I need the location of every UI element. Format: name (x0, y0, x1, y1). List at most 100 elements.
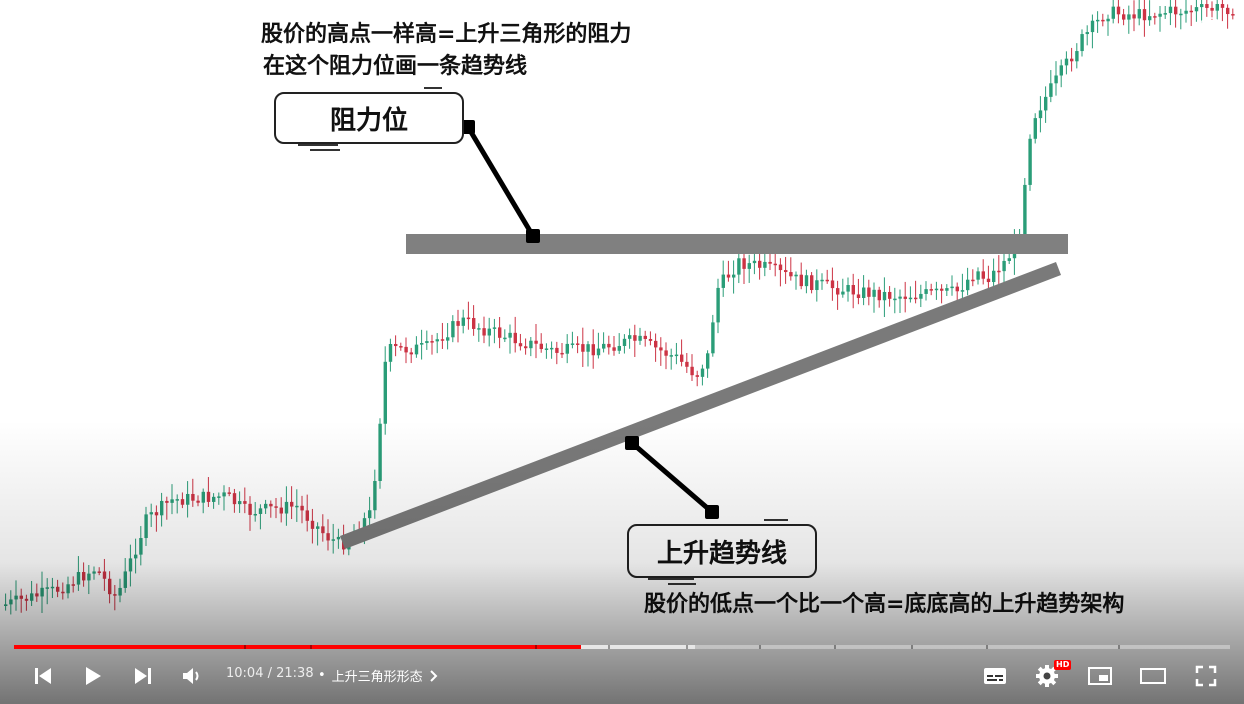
candle-body (175, 499, 179, 501)
candle-body (908, 297, 913, 300)
candle-body (284, 501, 289, 514)
candle-body (674, 354, 679, 357)
trendline-label-deco-top (764, 519, 788, 521)
candle-body (9, 599, 13, 605)
skip-next-button[interactable] (126, 660, 160, 692)
theater-mode-button[interactable] (1136, 660, 1170, 692)
candle-body (487, 328, 491, 336)
candle-body (1158, 13, 1162, 17)
candle-body (154, 512, 159, 516)
time-separator: / (263, 666, 277, 681)
candle-body (940, 288, 944, 291)
candle-body (737, 258, 741, 275)
candle-body (1007, 258, 1011, 261)
candle-body (451, 321, 455, 338)
settings-button[interactable] (1030, 660, 1064, 692)
chapter-title: 上升三角形形态 (331, 670, 423, 685)
candle-body (232, 493, 237, 505)
candle-body (45, 587, 49, 589)
candle-body (134, 554, 138, 559)
candle-body (539, 343, 543, 350)
candle-body (108, 578, 112, 595)
duration: 21:38 (276, 666, 314, 681)
candle-body (50, 586, 55, 589)
chapter-title-button[interactable]: • 上升三角形形态 (318, 666, 439, 685)
candle-body (300, 505, 304, 511)
fullscreen-button[interactable] (1189, 660, 1223, 692)
candle-body (238, 501, 242, 505)
candle-body (768, 261, 772, 264)
candle-body (555, 347, 559, 353)
trendline-pointer-line (630, 441, 714, 514)
candle-body (929, 289, 933, 291)
candle-body (1064, 58, 1069, 66)
chapter-marker (686, 645, 688, 649)
candle-body (274, 506, 278, 508)
play-button[interactable] (76, 660, 110, 692)
candle-body (565, 343, 569, 354)
candle-body (716, 287, 720, 323)
candle-body (206, 491, 211, 502)
candle-body (685, 361, 689, 367)
candle-body (836, 288, 840, 295)
candle-body (258, 508, 263, 514)
candle-body (945, 288, 949, 291)
candle-body (1059, 65, 1063, 76)
candle-body (794, 274, 798, 277)
progress-bar[interactable] (14, 645, 1230, 649)
candle-body (399, 346, 403, 348)
candle-body (992, 270, 996, 283)
candle-body (638, 335, 642, 341)
candle-body (170, 499, 174, 503)
candle-body (4, 604, 8, 606)
candle-body (248, 503, 252, 515)
trendline-pointer-start (625, 436, 639, 450)
candle-body (201, 491, 205, 503)
candle-body (680, 354, 684, 362)
volume-button[interactable] (176, 660, 210, 692)
candle-body (820, 279, 824, 282)
candle-body (102, 571, 107, 579)
candle-body (903, 296, 907, 299)
candle-body (14, 595, 18, 600)
candle-body (1226, 7, 1230, 15)
candle-body (602, 343, 606, 349)
candle-body (139, 538, 143, 555)
resistance-explanation-line1: 股价的高点一样高=上升三角形的阻力 (261, 22, 632, 47)
candle-body (92, 571, 96, 574)
candle-body (893, 298, 897, 301)
candle-body (331, 539, 335, 541)
skip-previous-button[interactable] (26, 660, 60, 692)
skip-next-icon (135, 668, 151, 684)
candle-body (633, 335, 637, 341)
resistance-label-deco-top (424, 87, 442, 89)
candle-body (706, 353, 710, 369)
candle-body (1189, 10, 1193, 13)
candle-body (742, 258, 746, 269)
fullscreen-icon (1195, 665, 1217, 687)
candle-body (383, 361, 387, 424)
candle-body (35, 593, 39, 597)
candles-group (4, 0, 1235, 615)
candle-body (856, 294, 861, 298)
progress-played (14, 645, 581, 649)
resistance-explanation-line2: 在这个阻力位画一条趋势线 (263, 54, 528, 79)
candle-body (128, 558, 133, 572)
candle-body (1033, 118, 1037, 139)
candle-body (1184, 10, 1188, 14)
chapter-marker (911, 645, 913, 649)
candle-body (981, 271, 985, 279)
candle-body (87, 573, 91, 581)
candle-body (279, 507, 283, 514)
candle-body (888, 291, 892, 299)
candle-body (466, 317, 471, 320)
candle-body (695, 375, 699, 377)
candle-body (726, 274, 731, 278)
trendline-label: 上升趋势线 (627, 524, 817, 578)
candle-body (1174, 6, 1178, 15)
subtitles-button[interactable] (978, 660, 1012, 692)
info-icon[interactable]: i (1198, 17, 1222, 41)
miniplayer-button[interactable] (1083, 660, 1117, 692)
candle-body (934, 288, 939, 291)
